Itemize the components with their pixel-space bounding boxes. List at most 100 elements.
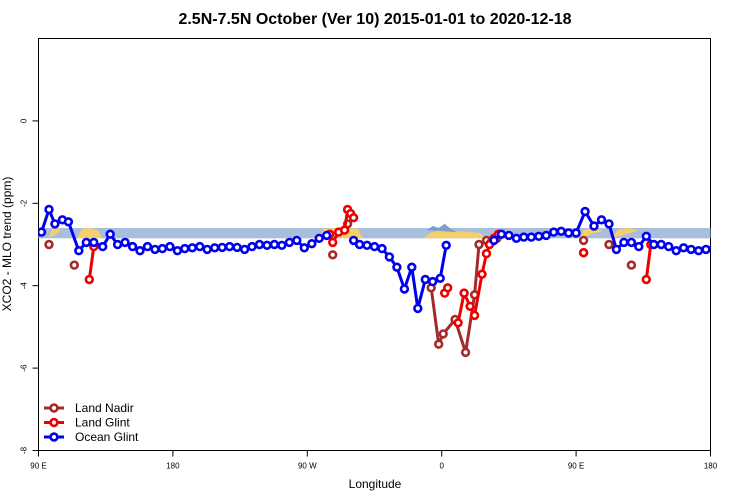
series-layer xyxy=(38,204,711,358)
ocean-glint-point xyxy=(504,230,514,241)
ocean-glint-point xyxy=(496,229,507,239)
x-tick-label: 90 W xyxy=(298,462,317,471)
ocean-glint-point xyxy=(89,237,99,248)
ocean-glint-point xyxy=(299,243,309,253)
ocean-glint-point xyxy=(217,242,227,253)
ocean-glint-point xyxy=(571,228,581,238)
land-fill xyxy=(49,228,61,239)
land-glint-line xyxy=(644,244,653,280)
land-nadir-point xyxy=(434,339,444,349)
land-glint-point xyxy=(477,269,487,279)
land-glint-point xyxy=(481,248,492,259)
ocean-glint-point xyxy=(97,241,108,252)
ocean-glint-point xyxy=(384,252,395,262)
ocean-glint-point xyxy=(511,233,522,244)
ocean-fill xyxy=(426,223,457,233)
ocean-glint-point xyxy=(284,237,295,248)
background-band xyxy=(38,228,711,239)
ocean-glint-point xyxy=(413,303,423,314)
x-axis-label: Longitude xyxy=(349,477,402,491)
ocean-glint-point xyxy=(202,244,212,255)
land-nadir-point xyxy=(578,235,589,246)
series-ocean-glint xyxy=(38,204,711,314)
ocean-glint-point xyxy=(441,240,451,251)
land-glint-point xyxy=(578,248,589,258)
ocean-glint-point xyxy=(556,226,566,237)
ocean-glint-point xyxy=(519,232,529,242)
ocean-glint-point xyxy=(180,243,190,254)
land-glint-point xyxy=(328,237,338,248)
ocean-glint-point xyxy=(232,242,242,253)
ocean-glint-point xyxy=(354,239,365,250)
ocean-glint-point xyxy=(195,241,205,252)
land-glint-point xyxy=(465,301,475,311)
ocean-glint-point xyxy=(399,284,410,294)
x-axis: 90 E 180 90 W 0 90 E 180 xyxy=(30,450,718,471)
y-tick-label: -6 xyxy=(20,364,29,372)
land-glint-point xyxy=(469,310,480,321)
land-nadir-point xyxy=(474,239,484,250)
ocean-glint-point xyxy=(407,262,417,272)
chart-title: 2.5N-7.5N October (Ver 10) 2015-01-01 to… xyxy=(178,11,571,28)
ocean-glint-point xyxy=(541,230,551,241)
ocean-glint-point xyxy=(165,241,175,252)
ocean-glint-point xyxy=(489,235,499,246)
ocean-glint-point xyxy=(686,244,696,255)
ocean-glint-point xyxy=(269,239,280,250)
ocean-glint-point xyxy=(420,274,430,285)
ocean-glint-point xyxy=(172,246,183,256)
x-tick-label: 0 xyxy=(439,462,444,471)
land-nadir-point xyxy=(438,329,448,339)
plot-area xyxy=(38,38,711,451)
land-nadir-point xyxy=(604,239,614,250)
ocean-glint-point xyxy=(701,244,711,255)
y-axis-label: XCO2 - MLO trend (ppm) xyxy=(0,177,14,312)
ocean-glint-point xyxy=(150,244,160,255)
ocean-glint-point xyxy=(563,228,574,238)
ocean-glint-point xyxy=(44,204,54,215)
legend-marker-land-glint xyxy=(49,417,59,428)
x-tick-label: 90 E xyxy=(30,462,46,471)
series-land-glint xyxy=(84,204,656,328)
legend-label-land-glint: Land Glint xyxy=(75,416,130,430)
ocean-glint-point xyxy=(693,246,704,256)
land-nadir-point xyxy=(626,260,637,270)
ocean-glint-point xyxy=(641,231,651,242)
series-land-nadir xyxy=(44,219,637,358)
ocean-glint-point xyxy=(262,240,272,251)
ocean-glint-point xyxy=(589,221,599,231)
ocean-glint-point xyxy=(611,244,622,255)
ocean-glint-point xyxy=(307,239,317,249)
ocean-glint-point xyxy=(580,206,590,217)
y-tick-label: -4 xyxy=(20,282,29,290)
land-fill xyxy=(611,228,639,239)
ocean-glint-point xyxy=(224,241,235,252)
ocean-glint-point xyxy=(348,235,359,246)
ocean-glint-point xyxy=(135,246,145,256)
ocean-glint-point xyxy=(671,246,681,256)
land-glint-point xyxy=(339,225,350,235)
y-axis: 0 -2 -4 -6 -8 xyxy=(20,118,39,454)
land-nadir-point xyxy=(44,239,54,250)
ocean-glint-point xyxy=(626,237,637,248)
x-tick-label: 180 xyxy=(166,462,180,471)
land-glint-point xyxy=(84,274,95,285)
ocean-glint-point xyxy=(634,241,644,252)
legend-label-ocean-glint: Ocean Glint xyxy=(75,430,139,444)
land-fill xyxy=(423,230,487,239)
ocean-glint-point xyxy=(105,229,115,239)
ocean-glint-point xyxy=(428,276,438,287)
land-glint-point xyxy=(453,318,463,328)
ocean-glint-point xyxy=(678,243,689,253)
ocean-glint-point xyxy=(120,237,130,248)
ocean-glint-point xyxy=(187,243,198,253)
y-tick-label: 0 xyxy=(20,118,29,123)
ocean-glint-point xyxy=(247,241,257,252)
ocean-glint-point xyxy=(596,215,607,225)
ocean-glint-point xyxy=(649,239,659,250)
x-tick-label: 180 xyxy=(704,462,718,471)
ocean-glint-point xyxy=(708,244,711,253)
ocean-glint-point xyxy=(210,243,220,253)
